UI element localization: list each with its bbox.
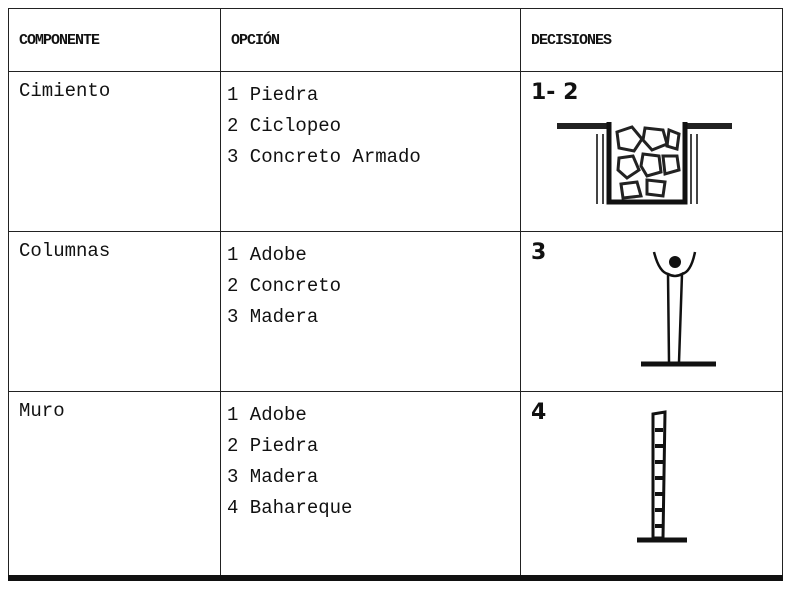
header-cell: OPCIÓN [220,8,521,72]
option: 1 Adobe [227,244,307,266]
option: 3 Madera [227,306,319,328]
option: 1 Piedra [227,84,319,106]
option: 2 Ciclopeo [227,115,342,137]
page: COMPONENTE OPCIÓN DECISIONES Cimiento 1 … [8,8,783,586]
header-cell: DECISIONES [520,8,783,72]
component: Muro [8,391,221,581]
column-sketch [641,251,716,367]
decision: 1- 2 [531,80,579,105]
header-row: COMPONENTE OPCIÓN DECISIONES [8,8,783,72]
row: Cimiento 1 Piedra 2 Ciclopeo 3 Concreto Ar… [8,71,783,232]
decision-cell: 3 [520,231,783,392]
row: Columnas 1 Adobe 2 Concreto 3 Madera 3 [8,231,783,392]
option: 4 Bahareque [227,497,353,519]
option: 2 Piedra [227,435,319,457]
component: Columnas [8,231,221,392]
decision-cell: 4 [520,391,783,581]
options: 1 Piedra 2 Ciclopeo 3 Concreto Armado [220,71,521,232]
decision: 3 [531,240,547,265]
option: 2 Concreto [227,275,342,297]
row: Muro 1 Adobe 2 Piedra 3 Madera 4 Bahareque … [8,391,783,581]
decision-cell: 1- 2 [520,71,783,232]
options: 1 Adobe 2 Piedra 3 Madera 4 Bahareque [220,391,521,581]
option: 3 Madera [227,466,319,488]
option: 1 Adobe [227,404,307,426]
options: 1 Adobe 2 Concreto 3 Madera [220,231,521,392]
wall-sketch [637,410,687,543]
decision-table: COMPONENTE OPCIÓN DECISIONES Cimiento 1 … [8,8,783,581]
foundation-sketch [557,122,732,205]
component: Cimiento [8,71,221,232]
option: 3 Concreto Armado [227,146,421,168]
header-cell: COMPONENTE [8,8,221,72]
decision: 4 [531,400,547,425]
